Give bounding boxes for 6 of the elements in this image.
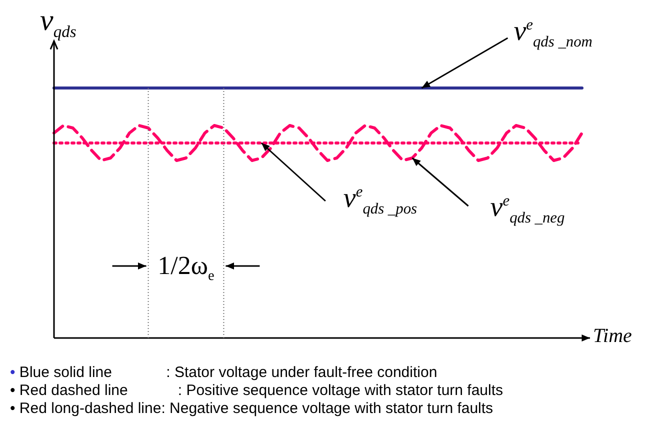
x-axis-title: Time <box>593 325 632 347</box>
annotation: 1/2ω$_{e}$ <box>156 250 216 286</box>
text: • Red dashed line : Positive sequence voltage with stator turn faults <box>10 382 504 400</box>
y-axis-title: v$_{qds}$ <box>40 4 76 41</box>
text: • Blue solid line : Stator voltage under fault-free condition <box>10 364 438 382</box>
text: • Red long-dashed line: Negative sequence voltage with stator turn faults <box>10 400 494 418</box>
